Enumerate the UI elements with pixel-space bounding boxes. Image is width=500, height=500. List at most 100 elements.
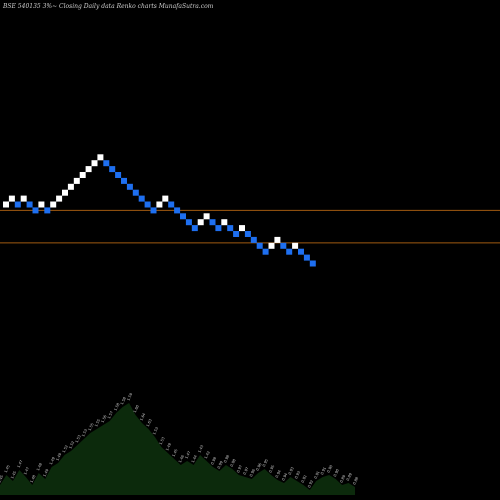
volume-label: 1.57 (107, 410, 114, 419)
renko-brick-up (73, 177, 80, 184)
volume-label: 0.96 (249, 468, 256, 478)
reference-lines (0, 209, 500, 244)
volume-label: 0.90 (333, 468, 340, 478)
chart-symbol: BSE 540135 3%~ (2, 3, 57, 10)
renko-brick-down (32, 207, 39, 214)
renko-brick-down (115, 172, 122, 178)
renko-brick-down (209, 219, 216, 226)
renko-brick-up (292, 242, 299, 249)
volume-label: 1.58 (120, 396, 127, 406)
renko-brick-up (79, 172, 86, 178)
volume-label: 1.52 (68, 440, 75, 449)
volume-label: 1.47 (17, 459, 24, 468)
volume-label: 0.89 (346, 472, 353, 482)
volume-label: 0.95 (262, 458, 269, 467)
volume-label: 1.53 (159, 436, 166, 445)
volume-label: 0.98 (223, 454, 230, 464)
volume-label: 1.47 (23, 466, 30, 475)
volume-label: 0.99 (210, 456, 217, 466)
renko-brick-down (256, 242, 263, 249)
volume-label: 0.94 (275, 469, 282, 479)
volume-label: 0.94 (281, 472, 288, 482)
volume-area: 1.451.451.451.471.471.481.481.491.49 1.49… (0, 392, 360, 495)
volume-label: 1.46 (178, 454, 185, 464)
volume-label: 1.45 (10, 470, 17, 479)
volume-label: 1.52 (62, 444, 69, 453)
renko-brick-up (239, 225, 245, 232)
renko-brick-up (56, 195, 63, 202)
renko-brick-down (174, 207, 181, 214)
volume-label: 1.45 (4, 464, 11, 473)
renko-brick-up (274, 236, 281, 243)
volume-label: 1.53 (75, 434, 82, 443)
volume-label: 1.49 (55, 452, 62, 462)
volume-label: 0.91 (320, 466, 327, 475)
renko-brick-down (132, 189, 139, 196)
volume-fill (0, 403, 355, 495)
volume-label: 0.93 (294, 470, 301, 479)
renko-brick-up (162, 195, 169, 202)
renko-brick-up (67, 183, 74, 190)
renko-brick-down (227, 225, 234, 232)
volume-label: 0.91 (314, 470, 321, 479)
renko-brick-down (44, 207, 51, 214)
renko-brick-down (233, 231, 240, 237)
volume-label: 0.97 (236, 464, 243, 473)
volume-label: 1.63 (146, 418, 153, 427)
renko-brick-down (109, 166, 116, 173)
volume-label: 1.48 (36, 462, 43, 472)
volume-label: 1.48 (30, 474, 37, 484)
renko-brick-up (62, 189, 68, 196)
volume-label: 1.45 (172, 448, 179, 457)
renko-brick-down (185, 219, 192, 226)
volume-label: 0.96 (255, 462, 262, 472)
renko-brick-down (14, 201, 21, 208)
renko-brick-down (262, 248, 269, 255)
renko-brick-down (215, 225, 222, 232)
volume-label: 1.45 (0, 474, 4, 483)
volume-label: 0.92 (307, 479, 314, 488)
renko-bricks (3, 154, 316, 267)
volume-label: 0.89 (339, 474, 346, 484)
volume-label: 1.56 (101, 414, 108, 424)
renko-brick-up (38, 201, 45, 208)
renko-brick-up (203, 213, 210, 220)
volume-label: 0.95 (268, 464, 275, 473)
volume-label: 1.49 (165, 442, 172, 452)
renko-brick-down (121, 177, 127, 184)
volume-label: 1.47 (184, 450, 191, 459)
volume-label: 1.43 (197, 444, 204, 453)
renko-brick-up (268, 242, 275, 249)
volume-label: 0.92 (301, 474, 308, 483)
renko-brick-down (298, 248, 304, 255)
volume-label: 1.60 (133, 404, 140, 414)
renko-brick-up (221, 219, 228, 226)
renko-brick-down (26, 201, 33, 208)
volume-label: 1.53 (81, 428, 88, 437)
volume-label: 1.44 (191, 454, 198, 464)
renko-brick-up (85, 166, 92, 173)
renko-brick-up (3, 201, 9, 208)
volume-label: 1.53 (152, 426, 159, 435)
volume-label: 1.58 (113, 402, 120, 412)
renko-brick-down (280, 242, 287, 249)
renko-brick-up (197, 219, 204, 226)
renko-brick-down (126, 183, 133, 190)
volume-label: 0.99 (217, 460, 224, 470)
volume-label: 1.55 (94, 418, 101, 427)
renko-brick-down (286, 248, 293, 255)
renko-brick-down (168, 201, 175, 208)
volume-label: 0.98 (230, 458, 237, 468)
renko-brick-down (150, 207, 157, 214)
volume-label: 1.42 (204, 450, 211, 459)
renko-brick-up (156, 201, 163, 208)
renko-brick-up (50, 201, 57, 208)
renko-brick-down (250, 236, 257, 243)
renko-brick-up (20, 195, 27, 202)
renko-brick-down (138, 195, 145, 202)
volume-label: 1.49 (42, 468, 49, 478)
volume-label: 1.49 (49, 456, 56, 466)
volume-label: 0.97 (243, 466, 250, 475)
